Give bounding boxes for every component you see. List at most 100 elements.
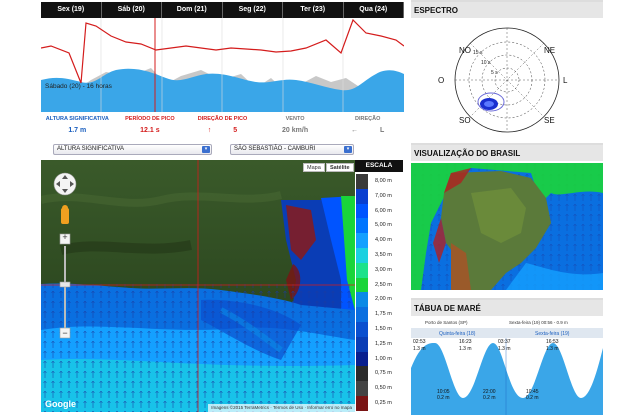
chart-tooltip: Sábado (20) - 16 horas <box>45 83 113 90</box>
zoom-in-button[interactable]: + <box>62 232 68 242</box>
wave-forecast-chart[interactable]: Sábado (20) - 16 horas <box>41 18 404 112</box>
wave-height-area <box>41 68 404 112</box>
wave-height-value: 1.7 m <box>68 127 87 134</box>
legend-label: 6,00 m <box>375 207 392 214</box>
peak-period-line <box>41 18 404 84</box>
wind-value: 20 km/h <box>282 127 309 134</box>
svg-text:10:45: 10:45 <box>526 389 539 395</box>
peak-direction-value: ↑ 5 <box>186 125 259 137</box>
legend-swatch <box>356 262 368 278</box>
svg-text:1.3 m: 1.3 m <box>546 346 559 352</box>
arrow-left-icon: ← <box>351 127 359 134</box>
legend-swatch <box>356 203 368 219</box>
svg-text:L: L <box>563 76 568 85</box>
legend-row: 3,00 m <box>355 262 403 278</box>
satellite-type-button[interactable]: Satélite <box>326 163 354 172</box>
legend-row: 6,00 m <box>355 203 403 219</box>
legend-title: ESCALA <box>355 160 403 172</box>
pan-control <box>53 172 77 196</box>
map-attribution: Imagens ©2015 TerraMetrics · Termos de U… <box>208 404 355 412</box>
stat-label: DIREÇÃO <box>354 116 381 122</box>
legend-label: 5,00 m <box>375 222 392 229</box>
svg-text:1.3 m: 1.3 m <box>413 346 426 352</box>
legend-swatch <box>356 233 368 249</box>
brasil-title: VISUALIZAÇÃO DO BRASIL <box>411 143 603 161</box>
google-logo: Google <box>45 399 76 409</box>
brasil-map[interactable] <box>411 163 603 290</box>
chevron-down-icon: ▾ <box>202 146 210 153</box>
svg-text:03:37: 03:37 <box>498 339 511 345</box>
legend-row: 1,25 m <box>355 336 403 352</box>
legend-label: 1,25 m <box>375 340 392 347</box>
legend-swatch <box>356 292 368 308</box>
pegman-icon <box>61 208 69 224</box>
legend-swatch <box>356 277 368 293</box>
legend-label: 2,50 m <box>375 281 392 288</box>
svg-text:NO: NO <box>459 46 471 55</box>
wave-map[interactable]: + − Mapa Satélite Google Imagens ©2015 T… <box>41 160 355 412</box>
tide-title: TÁBUA DE MARÉ <box>411 298 603 316</box>
svg-text:10 s: 10 s <box>481 60 491 66</box>
svg-text:16:53: 16:53 <box>546 339 559 345</box>
stat-label: PERÍODO DE PICO <box>125 116 175 122</box>
zoom-out-button[interactable]: − <box>62 328 68 338</box>
legend-row: 3,50 m <box>355 248 403 263</box>
stat-label: ALTURA SIGNIFICATIVA <box>45 116 109 122</box>
legend-label: 8,00 m <box>375 178 392 184</box>
day-label[interactable]: Qua (24) <box>344 2 404 18</box>
legend-label: 1,75 m <box>375 311 392 318</box>
tide-panel[interactable]: Porto de Santos (SP) Sexta-feira (19) 00… <box>411 318 603 415</box>
day-label[interactable]: Sáb (20) <box>102 2 162 18</box>
svg-text:0.2 m: 0.2 m <box>437 395 450 401</box>
day-label[interactable]: Dom (21) <box>162 2 223 18</box>
legend-row: 1,00 m <box>355 351 403 367</box>
location-select[interactable]: SÃO SEBASTIÃO - CAMBURI ▾ <box>230 144 354 155</box>
svg-text:5 s: 5 s <box>491 70 498 76</box>
legend-row: 2,50 m <box>355 277 403 293</box>
legend-swatch <box>356 248 368 263</box>
legend-swatch <box>356 351 368 367</box>
legend-row: 0,50 m <box>355 381 403 397</box>
day-label[interactable]: Seg (22) <box>223 2 283 18</box>
stat-label: VENTO <box>285 116 305 122</box>
svg-text:1.3 m: 1.3 m <box>498 346 511 352</box>
legend-label: 7,00 m <box>375 192 392 199</box>
svg-text:O: O <box>438 76 444 85</box>
legend-swatch <box>356 396 368 411</box>
svg-text:22:00: 22:00 <box>483 389 496 395</box>
legend-swatch <box>356 366 368 382</box>
svg-text:02:53: 02:53 <box>413 339 426 345</box>
legend-row: 8,00 m <box>355 174 403 189</box>
legend-label: 3,00 m <box>375 266 392 273</box>
svg-text:NE: NE <box>544 46 555 55</box>
svg-text:Sexta-feira (19): Sexta-feira (19) <box>535 331 570 337</box>
legend-label: 1,00 m <box>375 355 392 362</box>
legend-row: 1,50 m <box>355 322 403 337</box>
legend-label: 0,75 m <box>375 370 392 377</box>
legend-row: 7,00 m <box>355 188 403 204</box>
map-type-button[interactable]: Mapa <box>303 163 325 172</box>
map-canvas <box>41 160 355 412</box>
svg-text:10:05: 10:05 <box>437 389 450 395</box>
legend-row: 0,75 m <box>355 366 403 382</box>
svg-text:0.2 m: 0.2 m <box>526 395 539 401</box>
spectrum-panel[interactable]: NO NE O L SO SE 15 s 10 s 5 s <box>411 20 603 135</box>
tide-chart: Porto de Santos (SP) Sexta-feira (19) 00… <box>411 320 603 415</box>
legend-label: 4,00 m <box>375 237 392 244</box>
wind-direction-value: ← L <box>331 125 404 137</box>
variable-select[interactable]: ALTURA SIGNIFICATIVA ▾ <box>53 144 212 155</box>
legend-row: 0,25 m <box>355 396 403 411</box>
stats-values: 1.7 m 12.1 s ↑ 5 20 km/h ← L <box>41 125 404 137</box>
day-label[interactable]: Ter (23) <box>283 2 344 18</box>
svg-text:1.3 m: 1.3 m <box>459 346 472 352</box>
peak-period-value: 12.1 s <box>140 127 160 134</box>
legend-swatch <box>356 174 368 189</box>
legend-swatch <box>356 307 368 323</box>
chevron-down-icon: ▾ <box>344 146 352 153</box>
svg-text:SE: SE <box>544 116 555 125</box>
forecast-day-header: Sex (19) Sáb (20) Dom (21) Seg (22) Ter … <box>41 2 404 18</box>
legend-label: 1,50 m <box>375 326 392 332</box>
day-label[interactable]: Sex (19) <box>41 2 102 18</box>
legend-label: 0,50 m <box>375 385 392 392</box>
legend-row: 4,00 m <box>355 233 403 249</box>
